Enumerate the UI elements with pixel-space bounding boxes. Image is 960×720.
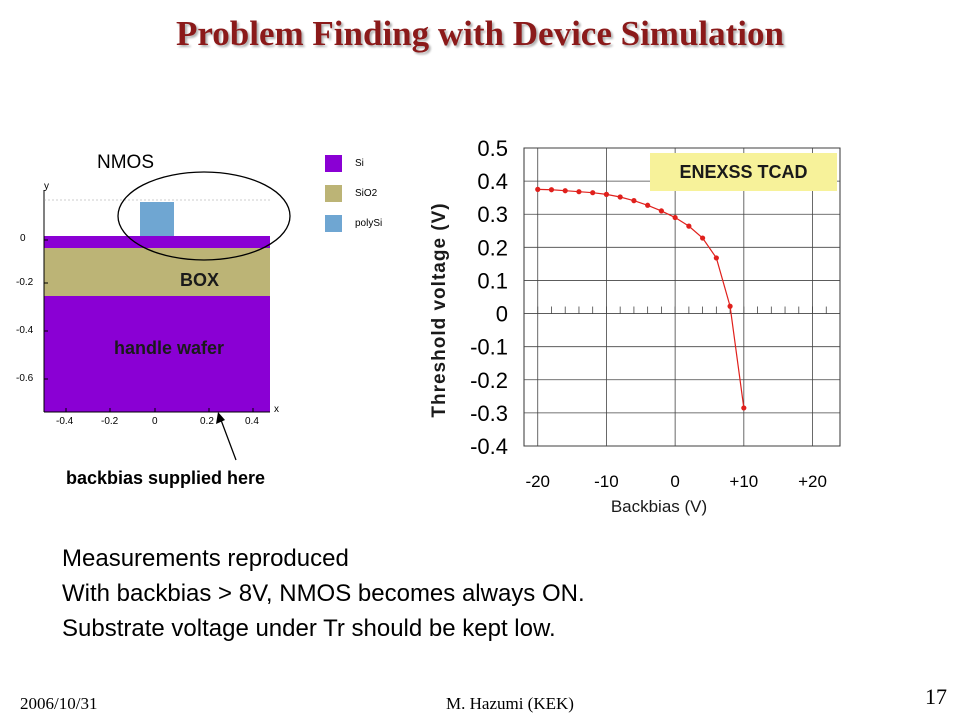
plot-frame xyxy=(523,147,841,447)
data-point xyxy=(548,187,555,193)
box-label: BOX xyxy=(180,270,220,290)
data-point xyxy=(700,235,706,241)
x-tick-label: 0 xyxy=(670,472,679,491)
body-line: With backbias > 8V, NMOS becomes always … xyxy=(62,580,585,607)
body-line: Measurements reproduced xyxy=(62,545,349,572)
backbias-note: backbias supplied here xyxy=(66,468,266,488)
y-tick-label: -0.3 xyxy=(470,401,508,426)
backbias-arrowhead xyxy=(216,412,225,424)
y-tick-label: 0.1 xyxy=(477,268,508,293)
legend-label-si: Si xyxy=(355,158,364,169)
chart-tick-labels: 0.5 0.4 0.3 0.2 0.1 0 -0.1 -0.2 -0.3 -0.4 -20 -10 0 +… xyxy=(470,136,827,491)
box-layer xyxy=(44,248,270,296)
sim-x-tick: 0.2 xyxy=(200,416,214,427)
x-tick-label: -10 xyxy=(594,472,619,491)
y-tick-label: -0.4 xyxy=(470,434,508,459)
series-line xyxy=(537,188,745,409)
handle-wafer-label: handle wafer xyxy=(114,338,225,358)
y-tick-label: 0.2 xyxy=(477,235,508,260)
data-point xyxy=(617,194,623,200)
data-point xyxy=(658,208,664,214)
backbias-arrow xyxy=(220,419,237,461)
legend-label-polysi: polySi xyxy=(355,218,383,229)
x-tick-label: +10 xyxy=(729,472,758,491)
data-point xyxy=(686,223,692,229)
chart-series xyxy=(535,186,747,411)
polysi-gate xyxy=(140,202,174,236)
sim-x-tick: 0.4 xyxy=(245,416,259,427)
legend-swatch-sio2 xyxy=(325,185,342,202)
footer-author: M. Hazumi (KEK) xyxy=(446,694,574,713)
handle-wafer-layer xyxy=(44,296,270,412)
sim-axis-x-label: x xyxy=(274,404,279,415)
sim-y-tick: -0.2 xyxy=(16,277,34,288)
body-line: Substrate voltage under Tr should be kep… xyxy=(62,615,556,642)
data-point xyxy=(713,255,719,261)
top-si-layer xyxy=(44,236,270,248)
legend-swatch-si xyxy=(325,155,342,172)
sim-y-tick: -0.6 xyxy=(16,373,34,384)
data-point xyxy=(590,190,596,196)
data-point xyxy=(672,214,678,221)
data-point xyxy=(535,186,541,192)
nmos-label: NMOS xyxy=(97,152,154,173)
data-point xyxy=(741,405,747,411)
tcad-badge: ENEXSS TCAD xyxy=(650,153,837,191)
sim-y-tick: 0 xyxy=(20,233,26,244)
nmos-highlight-ellipse xyxy=(117,171,291,261)
legend-label-sio2: SiO2 xyxy=(355,188,378,199)
sim-x-tick: -0.4 xyxy=(56,416,74,427)
data-point xyxy=(645,202,651,208)
data-point xyxy=(562,188,568,194)
data-point xyxy=(727,303,733,309)
x-tick-label: +20 xyxy=(798,472,827,491)
y-tick-label: 0.3 xyxy=(477,202,508,227)
body-text: Measurements reproduced With backbias > … xyxy=(62,541,585,646)
y-tick-label: -0.1 xyxy=(470,335,508,360)
y-tick-label: 0.4 xyxy=(477,169,508,194)
y-tick-label: 0.5 xyxy=(477,136,508,161)
legend-swatch-polysi xyxy=(325,215,342,232)
chart-grid xyxy=(523,147,841,447)
data-point xyxy=(576,189,582,195)
y-tick-label: 0 xyxy=(496,302,508,327)
page-number: 17 xyxy=(925,684,947,709)
sim-y-tick: -0.4 xyxy=(16,325,34,336)
x-tick-label: -20 xyxy=(525,472,550,491)
slide-title: Problem Finding with Device Simulation xyxy=(176,14,784,53)
footer-date: 2006/10/31 xyxy=(20,694,98,713)
sim-axis-y-label: y xyxy=(44,181,49,192)
data-point xyxy=(631,198,637,204)
chart-x-axis-label: Backbias (V) xyxy=(611,497,707,516)
data-point xyxy=(603,191,610,197)
sim-x-tick: -0.2 xyxy=(101,416,119,427)
sim-x-tick: 0 xyxy=(152,416,158,427)
chart-y-axis-label: Threshold voltage (V) xyxy=(429,202,450,417)
y-tick-label: -0.2 xyxy=(470,368,508,393)
